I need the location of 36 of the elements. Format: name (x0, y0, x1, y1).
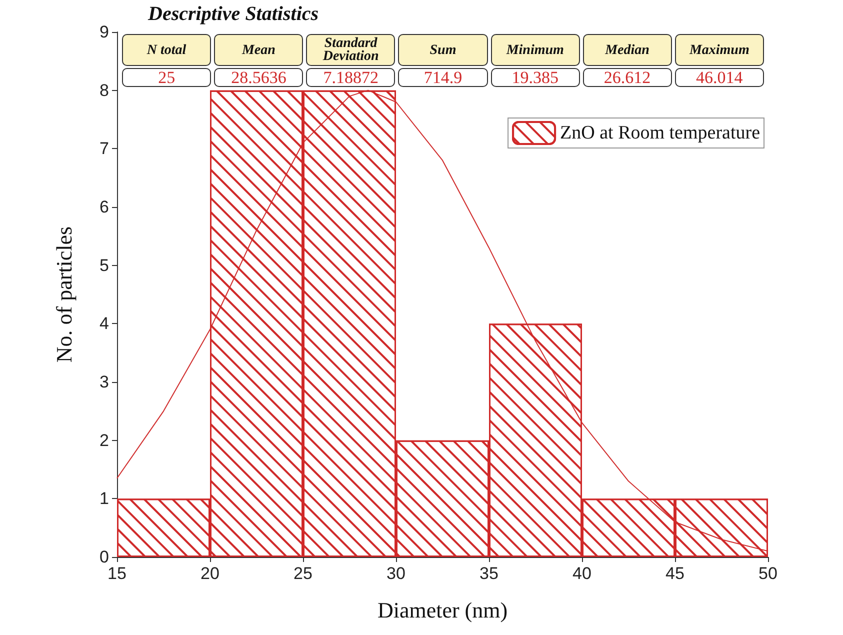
text: Descriptive Statistics (148, 3, 319, 26)
annotation: 25 (122, 68, 212, 87)
annotation: 28.5636 (214, 68, 304, 87)
x-axis-title: Diameter (nm) (377, 598, 508, 622)
y-tick-label: 7 (100, 139, 109, 158)
annotation: Sum (398, 34, 488, 66)
x-tick-label: 35 (480, 564, 498, 583)
y-axis-title: No. of particles (52, 226, 76, 363)
x-tick-label: 15 (108, 564, 126, 583)
annotation: Minimum (490, 34, 580, 66)
y-tick-label: 0 (100, 548, 109, 566)
annotation: 714.9 (398, 68, 488, 87)
x-tick-label: 45 (666, 564, 684, 583)
y-tick-label: 9 (100, 22, 109, 42)
annotation: Mean (214, 34, 304, 66)
y-tick-label: 3 (100, 372, 109, 392)
x-tick-label: 30 (386, 564, 406, 583)
annotation: 46.014 (674, 68, 764, 87)
y-tick-label: 1 (100, 489, 109, 508)
annotation: N total (122, 34, 212, 66)
y-tick-label: 5 (100, 256, 109, 275)
annotation: Median (582, 34, 672, 66)
y-tick-label: 8 (100, 80, 109, 100)
y-tick-label: 4 (100, 314, 109, 334)
annotation: Standard Deviation (306, 34, 396, 66)
y-tick-label: 2 (100, 430, 109, 450)
annotation: 26.612 (582, 68, 672, 87)
annotation: 19.385 (490, 68, 580, 87)
legend-label: ZnO at Room temperature (560, 122, 760, 144)
x-tick-label: 50 (758, 564, 778, 583)
annotation: 7.18872 (306, 68, 396, 87)
annotation: Maximum (674, 34, 764, 66)
x-tick-label: 25 (294, 564, 312, 583)
x-tick-label: 20 (200, 564, 220, 583)
y-tick-label: 6 (100, 198, 109, 216)
x-tick-label: 40 (572, 564, 592, 583)
